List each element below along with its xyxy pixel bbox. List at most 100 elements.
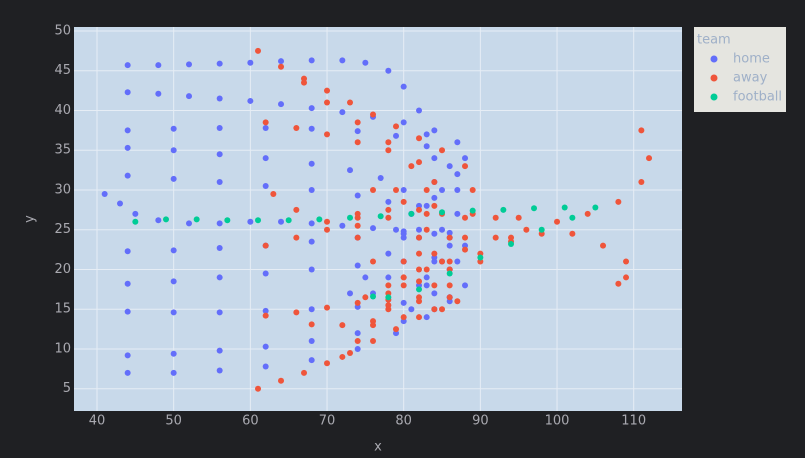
point xyxy=(370,322,377,329)
point xyxy=(431,250,438,257)
point xyxy=(354,330,361,337)
point xyxy=(400,119,407,126)
point xyxy=(416,278,423,285)
point xyxy=(308,186,315,193)
point xyxy=(132,210,139,217)
point xyxy=(377,213,384,220)
point xyxy=(423,282,430,289)
point xyxy=(370,111,377,118)
point xyxy=(416,234,423,241)
point xyxy=(155,217,162,224)
point xyxy=(155,62,162,69)
point xyxy=(615,198,622,205)
point xyxy=(324,99,331,106)
point xyxy=(592,204,599,211)
point xyxy=(347,99,354,106)
y-tick-label: 25 xyxy=(54,222,71,237)
point xyxy=(216,274,223,281)
x-tick-label: 60 xyxy=(242,414,259,429)
point xyxy=(416,107,423,114)
point xyxy=(515,214,522,221)
point xyxy=(523,226,530,233)
point xyxy=(216,151,223,158)
point xyxy=(385,67,392,74)
legend-label[interactable]: football xyxy=(733,90,782,105)
point xyxy=(193,216,200,223)
point xyxy=(170,125,177,132)
point xyxy=(400,282,407,289)
point xyxy=(569,230,576,237)
point xyxy=(469,207,476,214)
x-tick-label: 70 xyxy=(319,414,336,429)
point xyxy=(370,186,377,193)
point xyxy=(362,59,369,66)
point xyxy=(385,274,392,281)
point xyxy=(416,135,423,142)
point xyxy=(216,367,223,374)
point xyxy=(170,278,177,285)
point xyxy=(324,304,331,311)
legend-marker[interactable] xyxy=(710,55,718,63)
point xyxy=(262,363,269,370)
point xyxy=(255,217,262,224)
point xyxy=(339,322,346,329)
point xyxy=(439,186,446,193)
point xyxy=(446,229,453,236)
point xyxy=(416,286,423,293)
point xyxy=(454,139,461,146)
point xyxy=(308,338,315,345)
point xyxy=(377,175,384,182)
legend-marker[interactable] xyxy=(710,74,718,82)
x-axis-label: x xyxy=(374,440,382,455)
point xyxy=(293,309,300,316)
point xyxy=(370,293,377,300)
point xyxy=(385,198,392,205)
point xyxy=(262,155,269,162)
point xyxy=(423,226,430,233)
point xyxy=(416,206,423,213)
point xyxy=(324,131,331,138)
point xyxy=(354,345,361,352)
point xyxy=(293,234,300,241)
point xyxy=(170,147,177,154)
point xyxy=(117,200,124,207)
point xyxy=(124,352,131,359)
point xyxy=(339,57,346,64)
point xyxy=(446,234,453,241)
point xyxy=(416,314,423,321)
point xyxy=(293,124,300,131)
marks xyxy=(101,47,653,392)
y-tick-label: 10 xyxy=(54,341,71,356)
legend-label[interactable]: away xyxy=(733,71,768,86)
point xyxy=(347,167,354,174)
point xyxy=(301,79,308,86)
point xyxy=(354,139,361,146)
point xyxy=(623,274,630,281)
point xyxy=(423,210,430,217)
point xyxy=(370,258,377,265)
point xyxy=(462,163,469,170)
point xyxy=(400,230,407,237)
point xyxy=(255,385,262,392)
point xyxy=(561,204,568,211)
point xyxy=(400,198,407,205)
point xyxy=(431,202,438,209)
point xyxy=(170,309,177,316)
point xyxy=(278,63,285,70)
point xyxy=(492,214,499,221)
point xyxy=(101,190,108,197)
x-tick-label: 50 xyxy=(165,414,182,429)
legend-marker[interactable] xyxy=(710,93,718,101)
point xyxy=(308,125,315,132)
point xyxy=(408,163,415,170)
point xyxy=(308,357,315,364)
legend-label[interactable]: home xyxy=(733,52,770,67)
y-tick-label: 30 xyxy=(54,182,71,197)
point xyxy=(354,262,361,269)
point xyxy=(316,216,323,223)
point xyxy=(278,58,285,65)
point xyxy=(393,186,400,193)
point xyxy=(216,95,223,102)
point xyxy=(623,258,630,265)
